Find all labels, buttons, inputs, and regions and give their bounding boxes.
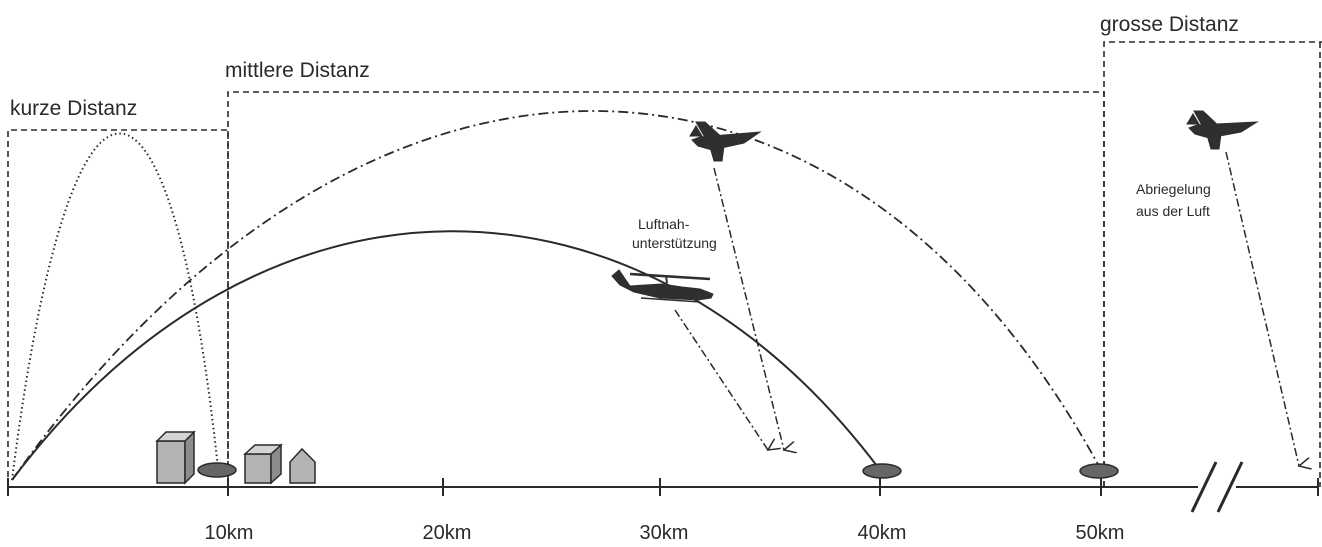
jet-icon [689,121,762,162]
trajectory-medium-range [11,230,881,481]
attack-arrow-cas-helicopter [674,309,768,450]
zone-label-long: grosse Distanz [1100,13,1239,36]
building-icon [243,443,283,485]
trajectory-long-range [11,110,1101,481]
zone-long-box [1103,41,1322,487]
zone-medium-box [227,91,1105,487]
ground-axis [7,478,1319,496]
annotation-cas-line2: unterstützung [632,235,717,251]
target-50km [1079,463,1119,479]
building-icon [155,430,196,485]
tick-label-20km: 20km [423,522,472,544]
annotation-cas-line1: Luftnah- [638,216,690,232]
zone-label-short: kurze Distanz [10,97,137,120]
zone-label-medium: mittlere Distanz [225,59,370,82]
tick-label-30km: 30km [640,522,689,544]
annotation-interdiction-line1: Abriegelung [1136,181,1211,197]
tick-label-50km: 50km [1076,522,1125,544]
zone-short-box [7,129,229,487]
helicopter-icon [611,269,714,303]
tick-label-10km: 10km [205,522,254,544]
target-40km [862,463,902,479]
annotation-interdiction-line2: aus der Luft [1136,203,1210,219]
axis-break [1190,461,1244,513]
target-10km [197,462,237,478]
tick-label-40km: 40km [858,522,907,544]
house-icon [289,447,316,484]
attack-arrow-cas-jet [713,167,784,450]
trajectory-short-range [11,132,219,481]
jet-icon [1186,110,1259,150]
attack-arrow-interdiction [1225,151,1299,466]
